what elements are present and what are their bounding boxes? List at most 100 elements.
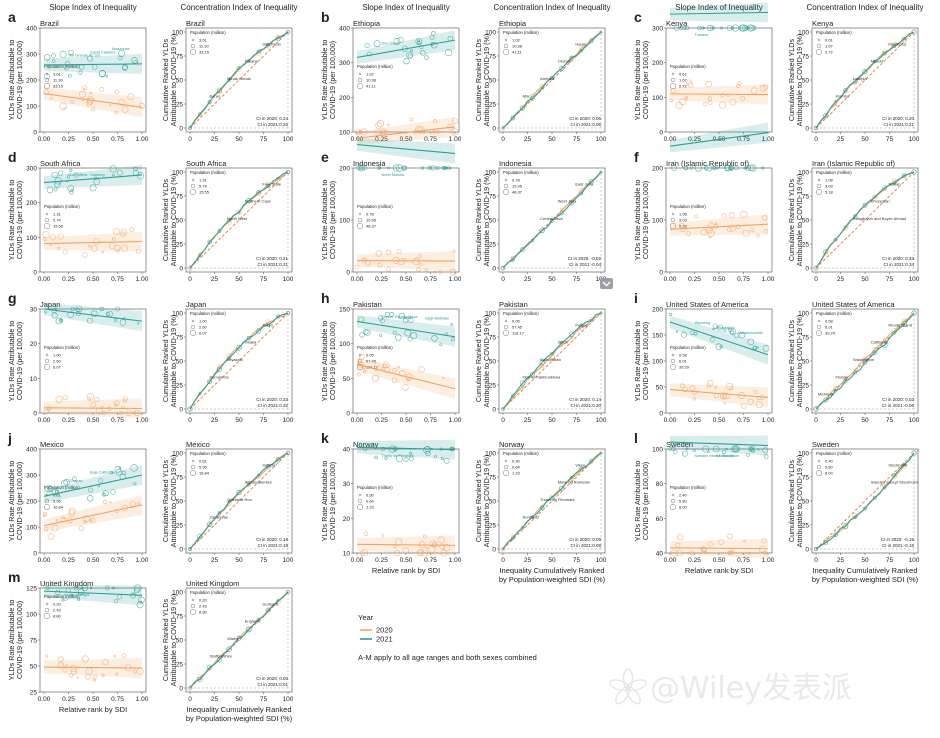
data-point-2020 xyxy=(685,231,691,237)
data-point-2021 xyxy=(89,184,97,192)
y-tick-label: 25 xyxy=(176,662,184,669)
population-legend-value: 6.01 xyxy=(825,325,834,330)
population-legend-circle xyxy=(191,178,195,182)
population-legend-value: 2.72 xyxy=(825,50,834,55)
conc-y-axis-label: Cumulative Ranked YLDsAttributable to CO… xyxy=(787,174,804,267)
x-tick-label: 0.00 xyxy=(351,136,364,143)
concentration-curve-2021 xyxy=(189,452,289,550)
data-point-2021 xyxy=(393,447,397,451)
population-legend-value: 16.84 xyxy=(53,505,64,510)
concentration-point-2020 xyxy=(882,338,887,343)
x-tick-label: 100 xyxy=(596,136,607,143)
population-legend-value: 0.20 xyxy=(199,598,208,603)
concentration-point-2021 xyxy=(197,676,203,683)
data-point-2021 xyxy=(392,330,397,335)
y-tick-label: 50 xyxy=(489,499,497,506)
region-label: Amhara xyxy=(540,76,555,81)
data-point-2021 xyxy=(55,317,63,325)
header-concentration-index: Concentration Index of Inequality xyxy=(807,3,924,12)
population-legend-title: Population (million) xyxy=(44,594,80,599)
population-legend-circle xyxy=(670,364,677,371)
data-point-2021 xyxy=(392,446,398,452)
region-label: East Java xyxy=(575,181,593,186)
fit-confidence-band-2020 xyxy=(357,116,455,145)
data-point-2020 xyxy=(90,401,97,408)
concentration-point-2020 xyxy=(549,494,555,500)
conc-y-axis-label: Cumulative Ranked YLDsAttributable to CO… xyxy=(787,34,804,127)
x-tick-label: 0.00 xyxy=(38,557,51,564)
x-tick-label: 75 xyxy=(573,276,581,283)
fit-line-2020 xyxy=(43,407,143,410)
y-tick-label: 100 xyxy=(172,311,183,318)
region-label: Afar xyxy=(522,93,530,98)
concentration-point-2021 xyxy=(589,39,594,44)
data-point-2021 xyxy=(697,25,702,31)
collapse-button-bg[interactable] xyxy=(600,278,613,289)
data-point-2021 xyxy=(694,164,702,172)
point-label: Sweden except Stockholm xyxy=(695,454,740,458)
conc-y-axis-label: Cumulative Ranked YLDsAttributable to CO… xyxy=(161,174,178,267)
y-tick-label: 200 xyxy=(26,78,37,85)
concentration-point-2020 xyxy=(599,30,603,34)
x-tick-label: 0.25 xyxy=(688,276,701,283)
fit-confidence-band-2021 xyxy=(670,122,768,153)
x-tick-label: 50 xyxy=(548,417,556,424)
data-point-2020 xyxy=(70,100,74,104)
concentration-point-2020 xyxy=(540,364,545,369)
x-tick-label: 75 xyxy=(260,276,268,283)
data-point-2021 xyxy=(450,337,455,342)
conc-x-axis-label-2: by Population-weighted SDI (%) xyxy=(812,575,919,584)
concentration-point-2021 xyxy=(844,225,847,229)
data-point-2020 xyxy=(451,118,458,125)
data-point-2020 xyxy=(99,87,105,92)
ci-2020: CI in 2020: 0.33 xyxy=(882,256,914,261)
data-point-2020 xyxy=(375,122,382,129)
y-tick-label: 50 xyxy=(176,638,184,645)
data-point-2020 xyxy=(438,269,443,274)
region-label: Northern Cape xyxy=(245,199,272,204)
concentration-point-2021 xyxy=(216,87,223,94)
population-legend-value: 33.15 xyxy=(53,84,64,89)
data-point-2021 xyxy=(137,322,140,325)
data-point-2021 xyxy=(732,24,740,32)
ci-2021: CI in 2021:0.21 xyxy=(257,262,288,267)
panel-letter-a: a xyxy=(8,9,16,25)
x-tick-label: 0.75 xyxy=(424,557,437,564)
data-point-2021 xyxy=(358,165,364,171)
concentration-point-2020 xyxy=(863,203,867,208)
data-point-2021 xyxy=(743,166,747,170)
data-point-2020 xyxy=(442,376,445,380)
y-tick-label: 0 xyxy=(805,266,809,273)
x-tick-label: 1.00 xyxy=(762,276,775,283)
watermark-flower-icon xyxy=(626,679,647,692)
data-point-2020 xyxy=(418,366,425,373)
concentration-point-2021 xyxy=(530,238,534,242)
population-legend: Population (million) 0.202.438.80 xyxy=(44,594,80,620)
data-point-2021 xyxy=(682,450,688,457)
region-label: Scotland xyxy=(262,601,278,606)
data-point-2021 xyxy=(757,448,760,451)
concentration-point-2020 xyxy=(833,237,838,242)
panel-letter-b: b xyxy=(321,9,330,25)
data-point-2020 xyxy=(42,512,47,516)
population-legend-title: Population (million) xyxy=(357,485,393,490)
data-point-2020 xyxy=(376,120,385,128)
slope-country-title: Brazil xyxy=(40,19,59,28)
concentration-point-2020 xyxy=(207,99,212,105)
y-tick-label: 100 xyxy=(172,590,183,597)
collapse-button[interactable] xyxy=(600,278,613,289)
population-legend-circle xyxy=(670,504,677,511)
population-legend-value: 8.80 xyxy=(199,610,208,615)
concentration-point-2021 xyxy=(882,51,887,56)
data-point-2020 xyxy=(82,515,90,523)
data-point-2020 xyxy=(680,383,686,389)
concentration-point-2021 xyxy=(901,173,907,178)
data-point-2020 xyxy=(49,234,56,241)
chevron-down-icon[interactable] xyxy=(602,281,611,287)
data-point-2020 xyxy=(57,662,65,669)
point-label: Rio Grande do Sul xyxy=(69,54,100,58)
data-point-2021 xyxy=(409,456,414,462)
